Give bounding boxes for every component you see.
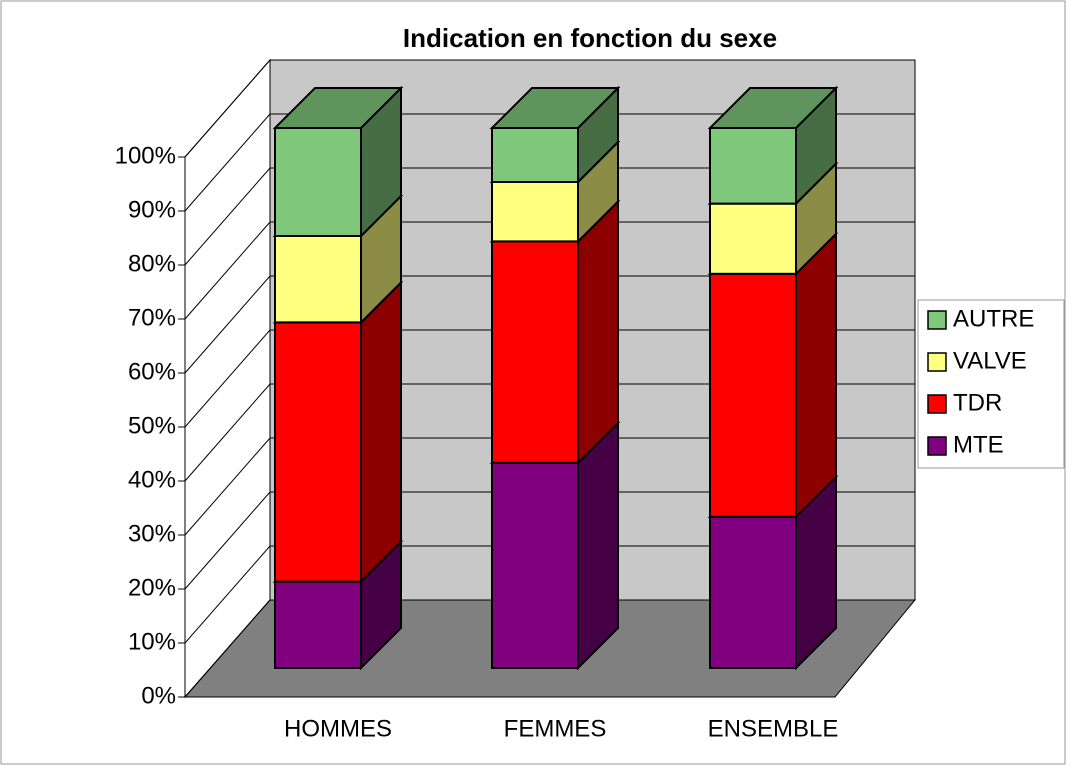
legend-swatch: [927, 352, 947, 372]
y-tick-label: 40%: [128, 466, 176, 493]
grid-line: [184, 113, 915, 212]
grid-line: [184, 545, 915, 644]
legend-swatch: [927, 436, 947, 456]
bar-top: [707, 87, 839, 129]
y-tick-label: 20%: [128, 574, 176, 601]
grid: [184, 59, 915, 698]
grid-line: [184, 329, 915, 428]
bar-side: [795, 231, 837, 520]
y-tick-label: 90%: [128, 196, 176, 223]
legend-label: VALVE: [953, 347, 1027, 374]
grid-line: [184, 167, 915, 266]
bar-front: [491, 461, 579, 669]
grid-line: [184, 221, 915, 320]
grid-line: [184, 59, 915, 158]
bar-front: [491, 127, 579, 183]
x-tick-label: HOMMES: [284, 715, 392, 742]
legend-label: MTE: [953, 431, 1004, 458]
bar-front: [274, 321, 362, 583]
bar-side: [577, 420, 619, 671]
legend-label: TDR: [953, 389, 1002, 416]
bars: [272, 85, 839, 671]
y-tick-label: 10%: [128, 628, 176, 655]
bar-front: [709, 515, 797, 669]
grid-line: [184, 437, 915, 536]
legend-swatch: [927, 310, 947, 330]
chart-title: Indication en fonction du sexe: [403, 23, 777, 53]
bar-front: [274, 127, 362, 237]
y-tick-label: 60%: [128, 358, 176, 385]
grid-line: [184, 599, 915, 698]
bar-side: [577, 198, 619, 466]
y-tick-label: 50%: [128, 412, 176, 439]
grid-line: [184, 491, 915, 590]
legend-label: AUTRE: [953, 305, 1034, 332]
y-tick-label: 0%: [141, 682, 176, 709]
bar-top: [272, 87, 404, 129]
y-tick-label: 100%: [115, 142, 176, 169]
bar-front: [274, 580, 362, 669]
bar-front: [274, 235, 362, 324]
bar-front: [491, 240, 579, 464]
x-tick-label: ENSEMBLE: [708, 715, 839, 742]
legend-items: MTE TDR VALVE AUTRE: [927, 305, 1034, 458]
bar-front: [491, 181, 579, 243]
grid-line: [184, 275, 915, 374]
bar-front: [709, 127, 797, 205]
legend-swatch: [927, 394, 947, 414]
y-tick-label: 80%: [128, 250, 176, 277]
bar-front: [709, 272, 797, 518]
y-tick-label: 70%: [128, 304, 176, 331]
y-tick-label: 30%: [128, 520, 176, 547]
bar-top: [489, 87, 621, 129]
x-tick-label: FEMMES: [504, 715, 607, 742]
grid-line: [184, 383, 915, 482]
bar-side: [360, 279, 402, 585]
bar-front: [709, 202, 797, 275]
